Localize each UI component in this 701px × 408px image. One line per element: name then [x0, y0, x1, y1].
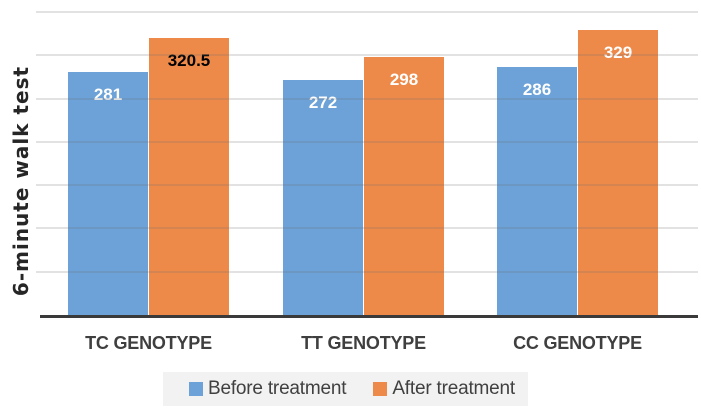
bar-before-treatment: 272 — [283, 79, 363, 315]
bar-value-label: 298 — [389, 70, 419, 90]
gridline — [36, 270, 698, 273]
bar-value-label: 320.5 — [167, 50, 211, 70]
legend-item-after-treatment: After treatment — [373, 378, 515, 400]
y-axis-title: 6-minute walk test — [9, 65, 33, 297]
legend: Before treatment After treatment — [163, 372, 528, 406]
gridline — [36, 227, 698, 230]
x-axis-label: TT GENOTYPE — [301, 333, 426, 353]
gridline — [36, 11, 698, 13]
x-axis-label: TC GENOTYPE — [85, 333, 212, 353]
x-axis-label: CC GENOTYPE — [513, 333, 642, 353]
bar-after-treatment: 329 — [578, 30, 658, 315]
x-axis-line — [40, 315, 698, 318]
bar-value-label: 329 — [603, 43, 633, 63]
bar-after-treatment: 320.5 — [149, 37, 229, 315]
gridline — [36, 54, 698, 57]
gridline — [36, 140, 698, 143]
bar-value-label: 272 — [308, 92, 338, 112]
bar-value-label: 281 — [93, 84, 123, 104]
legend-label: Before treatment — [208, 378, 347, 399]
gridline — [36, 97, 698, 100]
legend-label: After treatment — [392, 378, 515, 399]
bar-value-label: 286 — [522, 80, 552, 100]
bar-after-treatment: 298 — [364, 57, 444, 315]
legend-item-before-treatment: Before treatment — [189, 378, 347, 400]
legend-swatch-before-treatment — [189, 382, 203, 396]
gridline — [36, 184, 698, 187]
legend-swatch-after-treatment — [373, 382, 388, 396]
bar-before-treatment: 286 — [497, 67, 577, 315]
bar-before-treatment: 281 — [68, 71, 148, 315]
